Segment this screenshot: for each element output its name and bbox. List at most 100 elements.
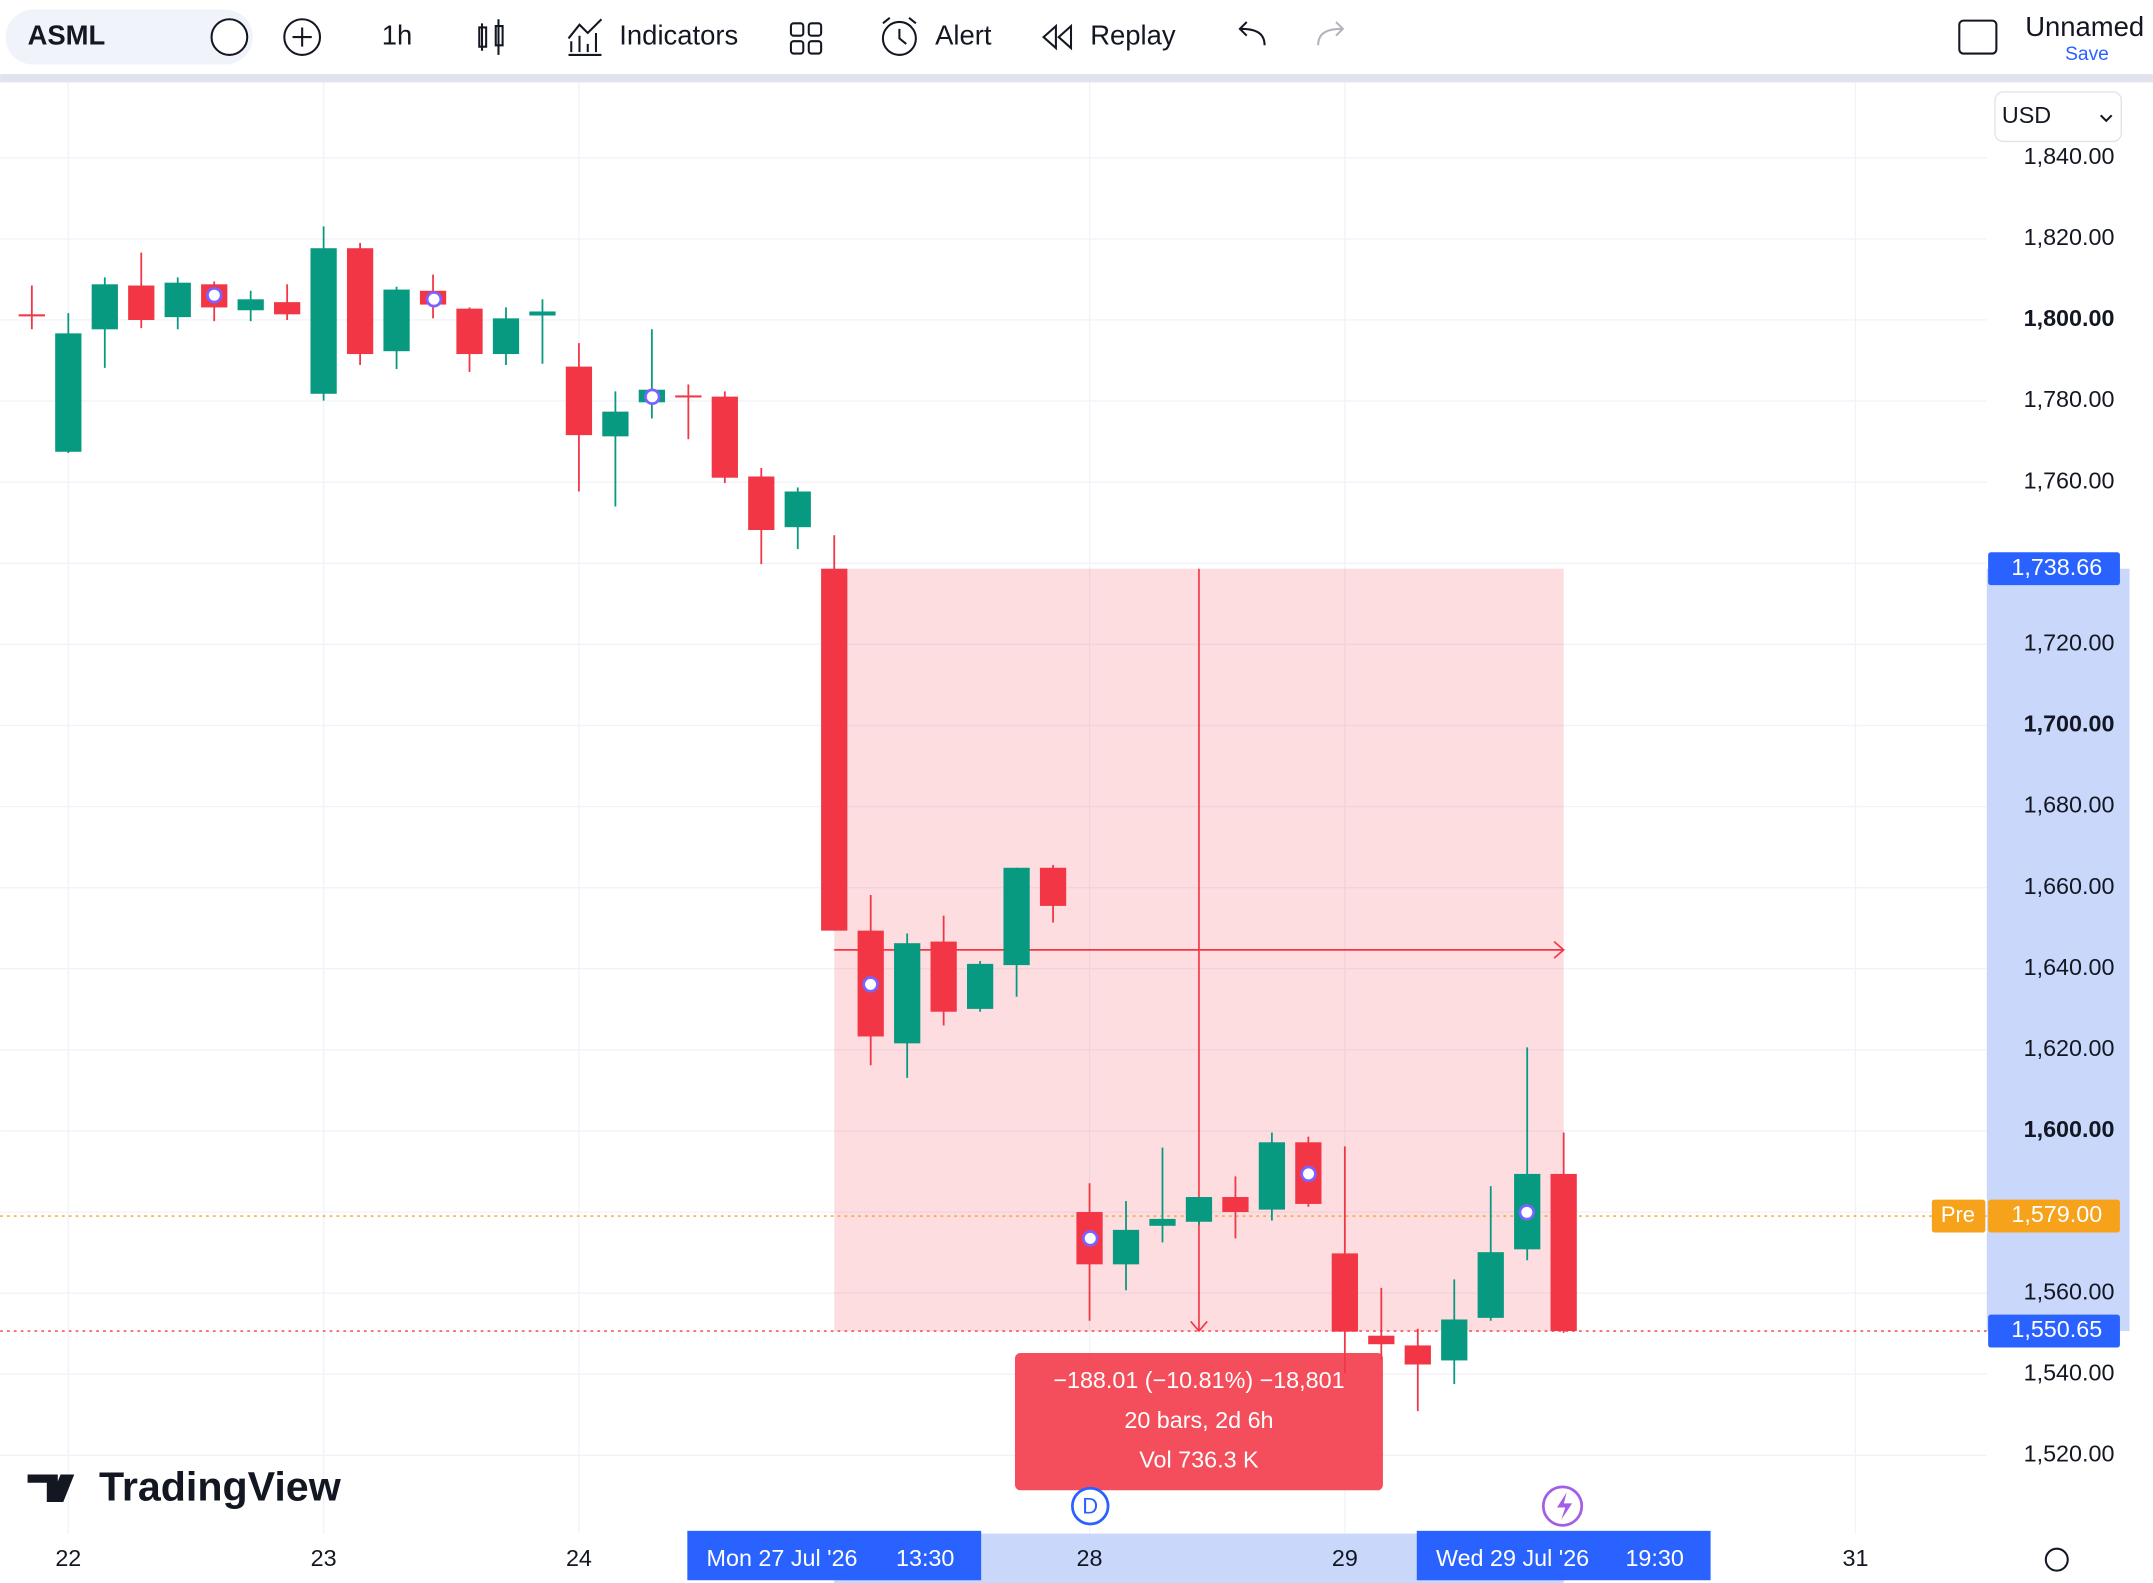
time-label-date: Mon 27 Jul '26 [707,1545,858,1571]
time-label-bg [1416,1530,1711,1581]
layout-name[interactable]: Unnamed [2025,11,2144,42]
save-button[interactable]: Save [2065,44,2109,65]
y-tick-label: 1,700.00 [2024,711,2115,737]
measure-info-line: Vol 736.3 K [1139,1447,1259,1473]
y-tick-label: 1,640.00 [2024,954,2115,980]
y-tick-label: 1,600.00 [2024,1116,2115,1142]
candle-body [128,285,155,320]
time-label-bg [687,1530,982,1581]
candle-body [1112,1229,1140,1265]
brand-logo [27,1474,75,1502]
dividend-marker[interactable] [1071,1486,1110,1526]
x-tick-label: 24 [566,1545,592,1571]
candle-body [711,396,738,478]
candle-body [456,308,483,355]
measure-info-box [1014,1353,1383,1491]
candle-body [1003,867,1030,966]
chart-type[interactable] [478,19,504,55]
symbol-search[interactable] [5,9,253,65]
y-tick-label: 1,560.00 [2024,1278,2115,1304]
dividend-label: D [1082,1493,1098,1518]
alert-button[interactable]: Alert [935,19,992,50]
add-symbol[interactable] [283,18,322,56]
premarket-price: 1,579.00 [2011,1201,2102,1227]
range-start-price-bg [1988,552,2120,586]
templates[interactable] [789,22,823,55]
interval[interactable]: 1h [382,19,413,50]
y-tick-label: 1,520.00 [2024,1440,2115,1466]
measure-info-line: 20 bars, 2d 6h [1124,1407,1273,1433]
candle-body [164,282,191,318]
y-tick-label: 1,620.00 [2024,1035,2115,1061]
candle-body [274,302,301,315]
currency-select[interactable] [1994,91,2122,143]
candle-body [602,411,629,437]
x-tick-label: 22 [55,1545,81,1571]
brand[interactable]: TradingView [99,1464,342,1510]
candle-body [91,284,118,330]
y-tick-label: 1,780.00 [2024,386,2115,412]
candle-body [966,963,994,1009]
candle-body [1368,1335,1395,1345]
candle-body [821,568,848,931]
y-tick-label: 1,720.00 [2024,630,2115,656]
candle-body [784,491,811,528]
y-tick-label: 1,840.00 [2024,143,2115,169]
candle-body [1039,867,1067,906]
range-start-price: 1,738.66 [2011,554,2102,580]
candle-body [529,311,556,316]
candle-body [492,318,520,355]
redo[interactable] [1317,21,1345,46]
undo[interactable] [1238,21,1266,46]
candle-body [565,366,593,436]
candle-body [894,943,921,1044]
time-label-date: Wed 29 Jul '26 [1436,1545,1589,1571]
candle-body [237,299,264,311]
candle-body [930,941,957,1012]
y-tick-label: 1,540.00 [2024,1359,2115,1385]
candle-body [1258,1142,1286,1210]
candle-body [310,248,337,394]
y-tick-label: 1,820.00 [2024,224,2115,250]
premarket-tag: Pre [1941,1202,1975,1227]
candle-body [346,248,374,355]
x-tick-label: 31 [1842,1545,1868,1571]
candle-body [18,314,45,317]
time-label-time: 13:30 [896,1545,954,1571]
candle-body [675,395,702,398]
candle-body [55,333,82,452]
symbol[interactable]: ASML [28,19,106,50]
x-tick-label: 28 [1077,1545,1103,1571]
candle-body [1404,1345,1431,1365]
range-end-price: 1,550.65 [2011,1316,2102,1342]
indicators-button[interactable]: Indicators [619,19,738,50]
premarket-tag-bg [1931,1199,1986,1233]
x-tick-label: 23 [311,1545,337,1571]
y-tick-label: 1,760.00 [2024,467,2115,493]
candle-body [1477,1252,1504,1318]
candle-body [1550,1173,1577,1332]
candle-body [1441,1319,1468,1361]
candle-body [1185,1197,1213,1222]
candle-body [1222,1197,1249,1213]
toolbar: ASML 1h Indicators Alert Replay Unnamed … [0,0,2153,83]
y-tick-label: 1,800.00 [2024,305,2115,331]
measure-info-line: −188.01 (−10.81%) −18,801 [1053,1367,1344,1393]
candle-body [383,289,410,352]
y-tick-label: 1,680.00 [2024,792,2115,818]
fullscreen[interactable] [1958,19,1998,55]
premarket-price-bg [1988,1199,2120,1233]
range-end-price-bg [1988,1314,2120,1348]
event-markers [206,286,1536,1247]
settings[interactable] [2044,1547,2069,1572]
x-tick-label: 29 [1332,1545,1358,1571]
time-label-time: 19:30 [1625,1545,1683,1571]
candle-body [748,476,775,531]
currency[interactable]: USD [2002,102,2051,128]
y-tick-label: 1,660.00 [2024,873,2115,899]
candle-body [1331,1253,1358,1332]
replay-button[interactable]: Replay [1090,19,1176,50]
candle-body [1149,1218,1176,1226]
